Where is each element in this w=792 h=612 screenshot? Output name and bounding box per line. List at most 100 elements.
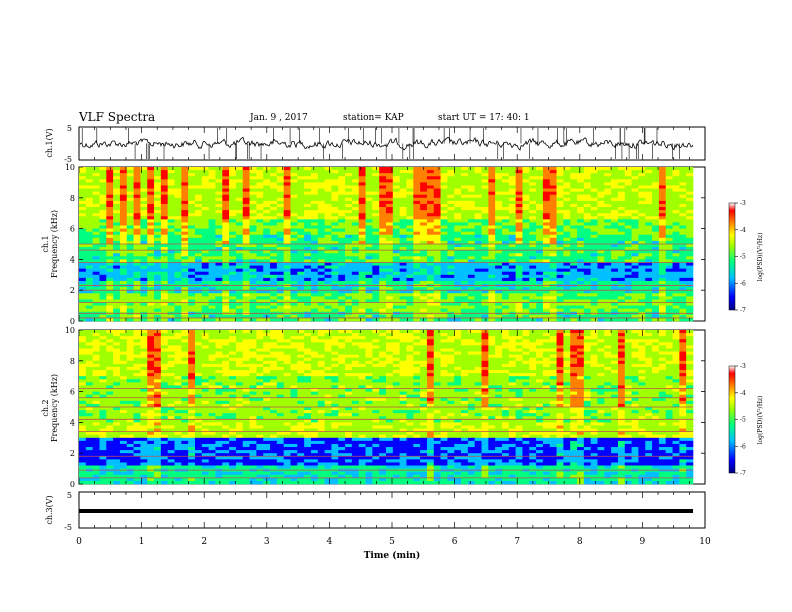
spectrogram-cell — [386, 231, 394, 236]
spectrogram-cell — [99, 240, 107, 245]
spectrogram-cell — [508, 191, 516, 196]
spectrogram-cell — [379, 234, 387, 239]
spectrogram-cell — [658, 176, 667, 180]
spectrogram-cell — [433, 167, 441, 171]
spectrogram-cell — [617, 339, 626, 343]
spectrogram-cell — [276, 262, 284, 266]
spectrogram-cell — [113, 253, 121, 257]
spectrogram-cell — [263, 207, 271, 211]
spectrogram-cell — [645, 231, 653, 236]
spectrogram-cell — [433, 213, 441, 217]
spectrogram-cell — [426, 271, 435, 276]
spectrogram-cell — [208, 170, 216, 174]
spectrogram-cell — [99, 274, 107, 279]
spectrogram-cell — [167, 296, 175, 300]
spectrogram-cell — [365, 342, 373, 346]
spectrogram-cell — [392, 262, 400, 266]
spectrogram-cell — [235, 259, 244, 263]
spectrogram-cell — [317, 271, 325, 276]
spectrogram-cell — [679, 274, 687, 279]
spectrogram-cell — [188, 280, 196, 285]
spectrogram-cell — [256, 170, 264, 174]
spectrogram-cell — [447, 299, 455, 303]
spectrogram-cell — [133, 302, 141, 306]
spectrogram-cell — [324, 173, 332, 177]
spectrogram-cell — [160, 197, 168, 202]
spectrogram-cell — [297, 256, 305, 260]
spectrogram-cell — [440, 280, 448, 285]
spectrogram-cell — [338, 339, 346, 343]
spectrogram-cell — [645, 271, 653, 276]
spectrogram-cell — [488, 256, 496, 260]
spectrogram-cell — [249, 197, 257, 202]
spectrogram-cell — [577, 339, 585, 343]
spectrogram-cell — [147, 247, 155, 251]
spectrogram-cell — [249, 280, 257, 285]
spectrogram-cell — [624, 259, 632, 263]
spectrogram-cell — [556, 336, 564, 340]
spectrogram-cell — [638, 250, 646, 254]
spectrogram-cell — [536, 333, 544, 337]
spectrogram-cell — [522, 259, 530, 263]
spectrogram-cell — [604, 296, 612, 300]
spectrogram-cell — [372, 179, 380, 183]
spectrogram-cell — [194, 179, 203, 183]
spectrogram-cell — [154, 222, 162, 226]
spectrogram-cell — [597, 280, 605, 285]
spectrogram-cell — [140, 240, 148, 245]
spectrogram-cell — [611, 219, 619, 223]
spectrogram-cell — [222, 216, 230, 220]
spectrogram-cell — [310, 216, 319, 220]
spectrogram-cell — [85, 222, 93, 226]
spectrogram-cell — [604, 197, 612, 202]
spectrogram-cell — [508, 216, 516, 220]
spectrogram-cell — [467, 277, 475, 282]
spectrogram-cell — [624, 247, 632, 251]
spectrogram-cell — [529, 299, 537, 303]
spectrogram-cell — [345, 213, 353, 217]
spectrogram-cell — [542, 265, 551, 269]
spectrogram-cell — [454, 336, 462, 340]
spectrogram-cell — [645, 194, 653, 199]
spectrogram-cell — [515, 293, 523, 297]
spectrogram-cell — [331, 280, 339, 285]
spectrogram-cell — [426, 179, 435, 183]
spectrogram-cell — [433, 268, 441, 273]
spectrogram-cell — [270, 287, 278, 291]
spectrogram-cell — [113, 244, 121, 248]
spectrogram-cell — [583, 305, 591, 309]
spectrogram-cell — [317, 185, 325, 189]
spectrogram-cell — [222, 234, 230, 239]
spectrogram-cell — [194, 265, 203, 269]
spectrogram-cell — [160, 336, 168, 340]
spectrogram-cell — [665, 167, 673, 171]
spectrogram-cell — [590, 173, 598, 177]
spectrogram-cell — [406, 299, 414, 303]
spectrogram-cell — [92, 342, 100, 346]
spectrogram-cell — [454, 207, 462, 211]
spectrogram-cell — [160, 237, 168, 242]
spectrogram-cell — [413, 271, 421, 276]
spectrogram-cell — [372, 302, 380, 306]
spectrogram-cell — [338, 336, 346, 340]
spectrogram-cell — [358, 280, 366, 285]
spectrogram-cell — [426, 253, 435, 257]
spectrogram-cell — [174, 173, 182, 177]
spectrogram-cell — [351, 188, 360, 192]
spectrogram-cell — [304, 182, 312, 186]
spectrogram-cell — [577, 188, 585, 192]
spectrogram-cell — [270, 185, 278, 189]
spectrogram-cell — [679, 179, 687, 183]
spectrogram-cell — [126, 213, 134, 217]
spectrogram-cell — [201, 203, 209, 208]
spectrogram-cell — [617, 188, 626, 192]
spectrogram-cell — [392, 296, 400, 300]
spectrogram-cell — [106, 308, 114, 313]
spectrogram-cell — [345, 342, 353, 346]
spectrogram-cell — [413, 173, 421, 177]
spectrogram-cell — [338, 194, 346, 199]
spectrogram-cell — [167, 317, 175, 322]
spectrogram-cell — [119, 222, 128, 226]
spectrogram-cell — [270, 231, 278, 236]
spectrogram-cell — [583, 287, 591, 291]
